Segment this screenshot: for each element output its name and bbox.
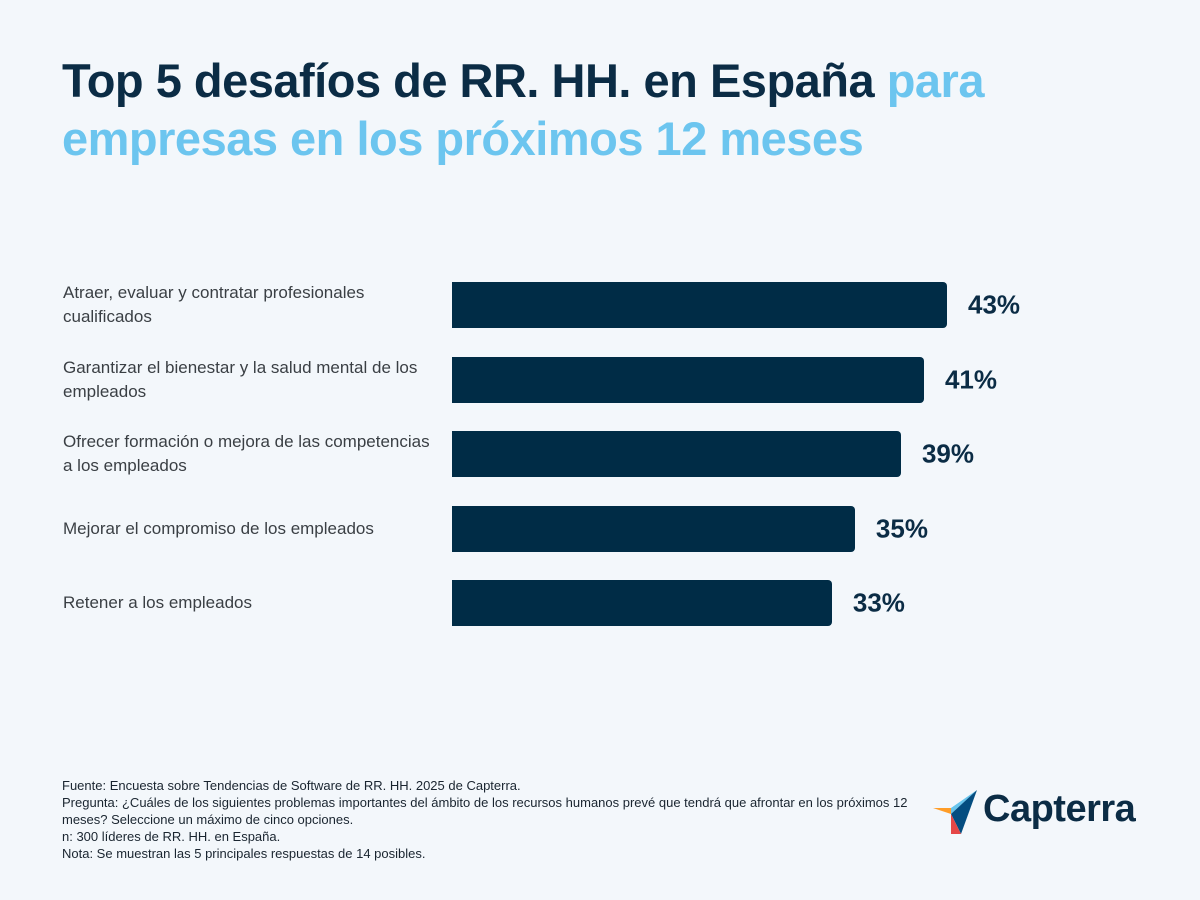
bar xyxy=(452,431,901,477)
category-label: Mejorar el compromiso de los empleados xyxy=(63,518,374,538)
logo-text: Capterra xyxy=(983,788,1136,830)
footer-note: Nota: Se muestran las 5 principales resp… xyxy=(62,846,426,861)
capterra-logo: Capterra xyxy=(933,786,1163,836)
footer-sample: n: 300 líderes de RR. HH. en España. xyxy=(62,829,281,844)
chart-title: Top 5 desafíos de RR. HH. en España para… xyxy=(62,52,1142,168)
bar xyxy=(452,356,924,403)
capterra-arrow-icon xyxy=(933,790,977,834)
bar xyxy=(452,282,947,328)
category-label: Garantizar el bienestar y la salud menta… xyxy=(63,357,418,401)
category-label: Ofrecer formación o mejora de las compet… xyxy=(63,432,430,475)
category-label: Retener a los empleados xyxy=(63,593,253,612)
category-label: Atraer, evaluar y contratar profesionale… xyxy=(63,283,365,326)
title-main: Top 5 desafíos de RR. HH. en España xyxy=(62,54,875,107)
footer-notes: Fuente: Encuesta sobre Tendencias de Sof… xyxy=(62,777,922,862)
value-label: 35% xyxy=(875,513,928,543)
value-label: 43% xyxy=(968,289,1021,320)
footer-source: Fuente: Encuesta sobre Tendencias de Sof… xyxy=(62,778,521,793)
bar xyxy=(452,505,855,552)
title-accent: para empresas en los próximos 12 meses xyxy=(62,54,984,165)
bar-chart: Atraer, evaluar y contratar profesionale… xyxy=(63,282,1021,626)
value-label: 41% xyxy=(944,364,998,394)
value-label: 39% xyxy=(921,438,974,469)
bar xyxy=(452,580,832,626)
value-label: 33% xyxy=(852,587,905,618)
footer-question: Pregunta: ¿Cuáles de los siguientes prob… xyxy=(62,795,908,827)
